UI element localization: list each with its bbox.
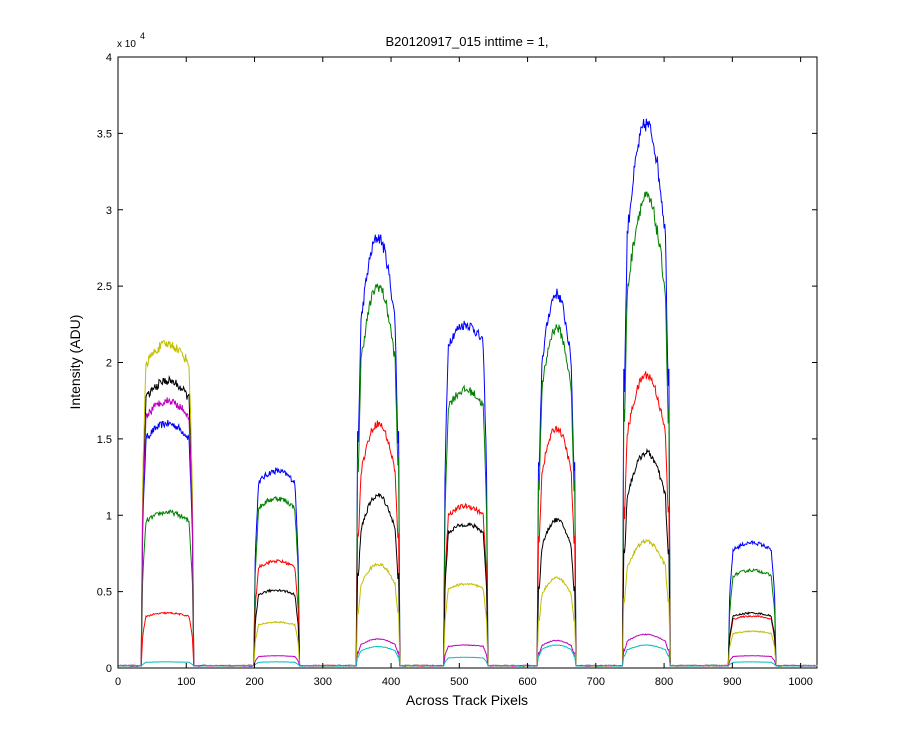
y-tick-label: 3.5 [97,128,112,140]
x-tick-label: 1000 [788,676,812,688]
y-tick-label: 2.5 [97,281,112,293]
x-tick-label: 600 [518,676,536,688]
chart-title: B20120917_015 inttime = 1, [386,34,549,49]
x-tick-label: 300 [314,676,332,688]
series-layer [117,118,818,667]
series-line-6 [117,644,818,667]
x-tick-label: 0 [115,676,121,688]
y-tick-label: 1 [106,510,112,522]
x-tick-label: 400 [382,676,400,688]
x-tick-label: 700 [587,676,605,688]
x-tick-label: 900 [723,676,741,688]
y-tick-label: 4 [106,52,112,64]
y-tick-label: 3 [106,205,112,217]
x-tick-label: 100 [177,676,195,688]
y-tick-label: 0.5 [97,587,112,599]
x-tick-label: 800 [655,676,673,688]
y-exponent-power: 4 [140,31,145,41]
y-axis-label: Intensity (ADU) [67,315,83,410]
y-exponent-base: x 10 [117,39,136,50]
x-tick-label: 200 [245,676,263,688]
y-tick-label: 0 [106,663,112,675]
plot-area [117,56,818,669]
y-tick-label: 2 [106,358,112,370]
y-tick-label: 1.5 [97,434,112,446]
tick-layer: 0 100 200 300 400 500 600 700 800 900 1000 0 0.5 1 1.5… [97,52,817,688]
x-tick-label: 500 [450,676,468,688]
x-axis-label: Across Track Pixels [406,692,528,708]
